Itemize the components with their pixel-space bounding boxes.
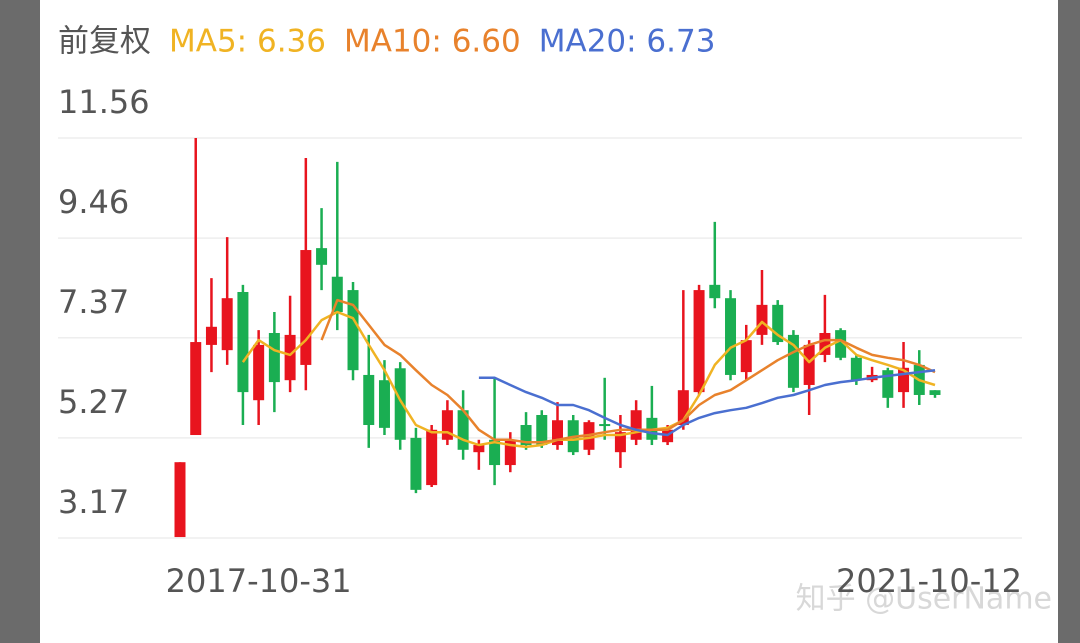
candle-body xyxy=(441,410,453,440)
candle-body xyxy=(363,374,375,426)
card xyxy=(40,0,1058,643)
watermark: 知乎 @UserName xyxy=(796,582,1052,617)
candle-body xyxy=(331,276,343,313)
chart-subtitle: 前复权 xyxy=(58,24,151,60)
y-tick-label: 5.27 xyxy=(58,383,129,421)
legend-entry: MA5: 6.36 xyxy=(169,24,326,60)
candle-body xyxy=(787,334,799,388)
candle-body xyxy=(237,291,249,393)
candle-body xyxy=(410,437,422,490)
candle-body xyxy=(284,334,296,381)
candle-body xyxy=(756,304,768,335)
candle-body xyxy=(300,250,312,365)
candle-body xyxy=(536,414,548,446)
y-tick-label: 11.56 xyxy=(58,83,150,121)
y-tick-label: 7.37 xyxy=(58,283,129,321)
candle-body xyxy=(221,298,233,351)
candle-body xyxy=(520,425,532,446)
y-tick-label: 9.46 xyxy=(58,183,129,221)
candle-body xyxy=(803,344,815,385)
candle-body xyxy=(772,304,784,343)
legend-entry: MA10: 6.60 xyxy=(344,24,521,60)
ma-line xyxy=(320,298,936,444)
x-tick-label: 2017-10-31 xyxy=(166,562,352,600)
candle-body xyxy=(174,462,186,538)
candle-body xyxy=(253,344,265,401)
candle-body xyxy=(347,290,359,371)
candle-body xyxy=(835,330,847,358)
y-tick-label: 3.17 xyxy=(58,483,129,521)
candle-body xyxy=(473,445,485,453)
candle-body xyxy=(929,390,941,395)
legend-entry: MA20: 6.73 xyxy=(539,24,716,60)
candle-body xyxy=(426,429,438,486)
candle-body xyxy=(693,290,705,393)
candle-body xyxy=(740,340,752,373)
candle-body xyxy=(725,298,737,375)
ma-line xyxy=(478,368,936,437)
candle-body xyxy=(190,342,202,436)
candle-body xyxy=(316,248,328,265)
candle-body xyxy=(677,390,689,426)
candle-body xyxy=(489,439,501,466)
candle-body xyxy=(882,370,894,398)
candle-body xyxy=(394,368,406,440)
candle-body xyxy=(552,420,563,446)
candle-body xyxy=(614,432,626,453)
candle-body xyxy=(205,326,217,345)
candle-body xyxy=(898,367,910,393)
candle-body xyxy=(630,410,642,440)
candle-body xyxy=(850,357,862,381)
candle-body xyxy=(709,284,721,299)
x-tick-label: 2021-10-12 xyxy=(836,562,1022,600)
candle-body xyxy=(268,332,280,383)
candle-body xyxy=(819,332,831,355)
ma-line xyxy=(241,310,936,449)
candle-body xyxy=(504,439,516,466)
candle-body xyxy=(457,410,469,450)
candle-body xyxy=(599,424,611,427)
candle-body xyxy=(378,380,390,428)
